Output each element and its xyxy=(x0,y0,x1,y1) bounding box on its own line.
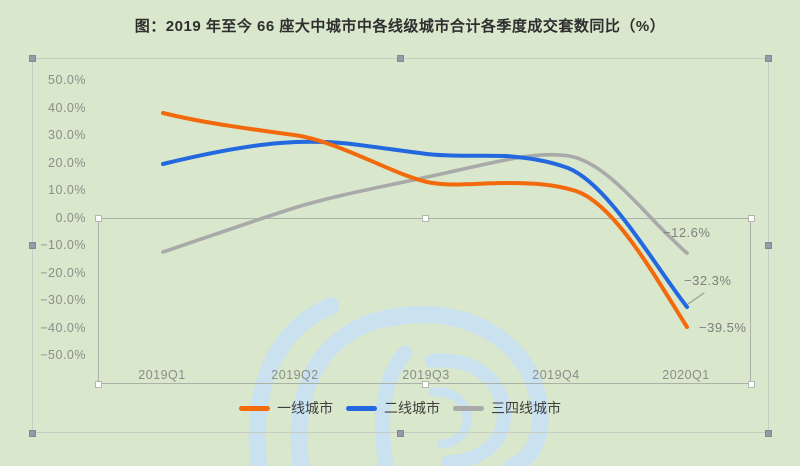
resize-handle-se[interactable] xyxy=(765,430,772,437)
legend-item-tier2[interactable]: 二线城市 xyxy=(346,398,440,418)
series-line-tier1[interactable] xyxy=(161,111,689,329)
series-line-tier2[interactable] xyxy=(161,139,689,309)
plot-handle-s[interactable] xyxy=(422,381,429,388)
y-tick-label: 40.0% xyxy=(48,101,86,115)
data-label-tier1: −39.5% xyxy=(699,320,747,335)
plot-handle-ne[interactable] xyxy=(748,215,755,222)
resize-handle-ne[interactable] xyxy=(765,55,772,62)
plot-handle-nw[interactable] xyxy=(95,215,102,222)
y-tick-label: −30.0% xyxy=(40,293,86,307)
data-label-tier34: −12.6% xyxy=(663,225,711,240)
resize-handle-sw[interactable] xyxy=(29,430,36,437)
y-tick-label: 30.0% xyxy=(48,128,86,142)
resize-handle-w[interactable] xyxy=(29,242,36,249)
chart-title: 图：2019 年至今 66 座大中城市中各线级城市合计各季度成交套数同比（%） xyxy=(134,18,666,35)
legend-swatch-tier34 xyxy=(453,405,484,411)
x-tick-label: 2020Q1 xyxy=(662,368,710,382)
resize-handle-e[interactable] xyxy=(765,242,772,249)
legend-label-tier34: 三四线城市 xyxy=(491,400,561,416)
x-tick-label: 2019Q4 xyxy=(532,368,580,382)
resize-handle-nw[interactable] xyxy=(29,55,36,62)
data-label-tier2: −32.3% xyxy=(684,273,732,288)
x-tick-label: 2019Q3 xyxy=(402,368,450,382)
plot-handle-sw[interactable] xyxy=(95,381,102,388)
y-tick-label: 50.0% xyxy=(48,73,86,87)
label-leader-line xyxy=(687,292,705,305)
legend-item-tier34[interactable]: 三四线城市 xyxy=(453,398,561,418)
plot-handle-n[interactable] xyxy=(422,215,429,222)
y-tick-label: 0.0% xyxy=(55,211,86,225)
resize-handle-s[interactable] xyxy=(397,430,404,437)
y-tick-label: −50.0% xyxy=(40,348,86,362)
legend-swatch-tier2 xyxy=(346,405,377,411)
legend-swatch-tier1 xyxy=(239,405,270,411)
resize-handle-n[interactable] xyxy=(397,55,404,62)
x-tick-label: 2019Q1 xyxy=(138,368,186,382)
y-tick-label: −40.0% xyxy=(40,321,86,335)
series-line-tier34[interactable] xyxy=(161,152,689,255)
legend-label-tier2: 二线城市 xyxy=(384,400,440,416)
plot-handle-se[interactable] xyxy=(748,381,755,388)
y-tick-label: 20.0% xyxy=(48,156,86,170)
y-tick-label: 10.0% xyxy=(48,183,86,197)
chart-legend: 一线城市 二线城市 三四线城市 xyxy=(0,398,800,418)
x-tick-label: 2019Q2 xyxy=(271,368,319,382)
legend-label-tier1: 一线城市 xyxy=(277,400,333,416)
y-tick-label: −20.0% xyxy=(40,266,86,280)
y-tick-label: −10.0% xyxy=(40,238,86,252)
legend-item-tier1[interactable]: 一线城市 xyxy=(239,398,333,418)
